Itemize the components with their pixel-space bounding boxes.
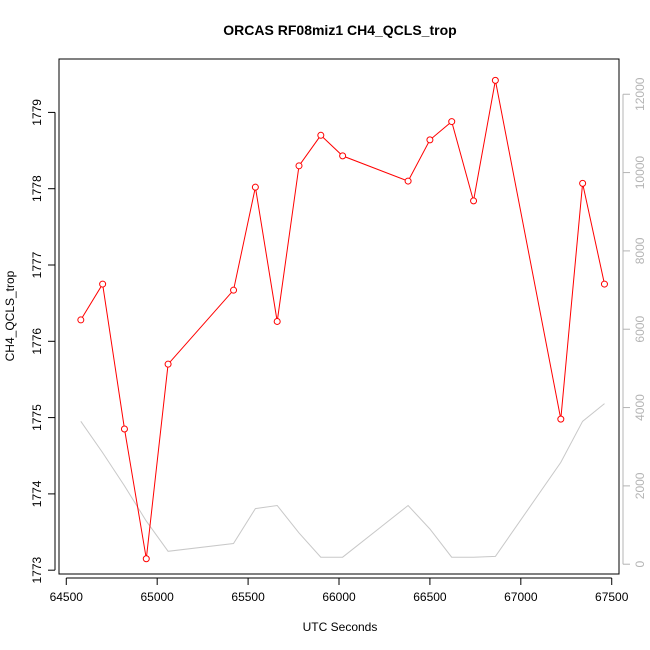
y-tick-label: 1778 [30,175,44,202]
x-tick-label: 65000 [140,590,174,604]
y-axis-left: 1773 1774 1775 1776 1777 1778 1779 [30,99,56,584]
x-tick-label: 65500 [231,590,265,604]
series-1-line [80,403,605,558]
y2-tick-label: 6000 [633,316,647,343]
red-series-layer [77,76,608,563]
series-0-point [317,131,325,139]
series-0-point [579,179,587,187]
y-tick-label: 1774 [30,480,44,507]
y-tick-label: 1779 [30,99,44,126]
series-0-point [426,136,434,144]
series-0-point [120,425,128,433]
y2-tick-label: 4000 [633,394,647,421]
y2-tick-label: 12000 [633,77,647,111]
series-0-point [470,197,478,205]
y-tick-label: 1776 [30,328,44,355]
series-0-line [80,80,605,559]
series-0-point [339,152,347,160]
x-axis: 64500 65000 65500 66000 66500 67000 67500 [50,577,629,604]
y-tick-label: 1777 [30,251,44,278]
y-axis-label: CH4_QCLS_trop [3,270,17,361]
grey-series-layer [80,403,605,558]
x-tick-label: 64500 [50,590,84,604]
series-0-point [164,360,172,368]
y-tick-label: 1775 [30,404,44,431]
y2-tick-label: 10000 [633,156,647,190]
x-tick-label: 66500 [413,590,447,604]
chart-title: ORCAS RF08miz1 CH4_QCLS_trop [223,22,456,38]
x-tick-label: 66000 [322,590,356,604]
y-tick-label: 1773 [30,557,44,584]
x-tick-label: 67000 [504,590,538,604]
series-0-point [600,280,608,288]
series-0-point [142,555,150,563]
series-0-point [491,76,499,84]
series-0-point [273,317,281,325]
plot-area [58,58,620,575]
series-0-point [251,183,259,191]
x-tick-label: 67500 [595,590,629,604]
series-0-point [99,280,107,288]
x-axis-label: UTC Seconds [303,620,378,634]
y2-tick-label: 0 [633,561,647,568]
series-0-point [448,118,456,126]
series-0-point [77,316,85,324]
series-0-point [404,177,412,185]
y2-tick-label: 8000 [633,237,647,264]
series-0-point [295,162,303,170]
series-0-point [230,286,238,294]
y2-tick-label: 2000 [633,472,647,499]
series-0-point [557,415,565,423]
y-axis-right: 0 2000 4000 6000 8000 10000 12000 [622,77,647,568]
